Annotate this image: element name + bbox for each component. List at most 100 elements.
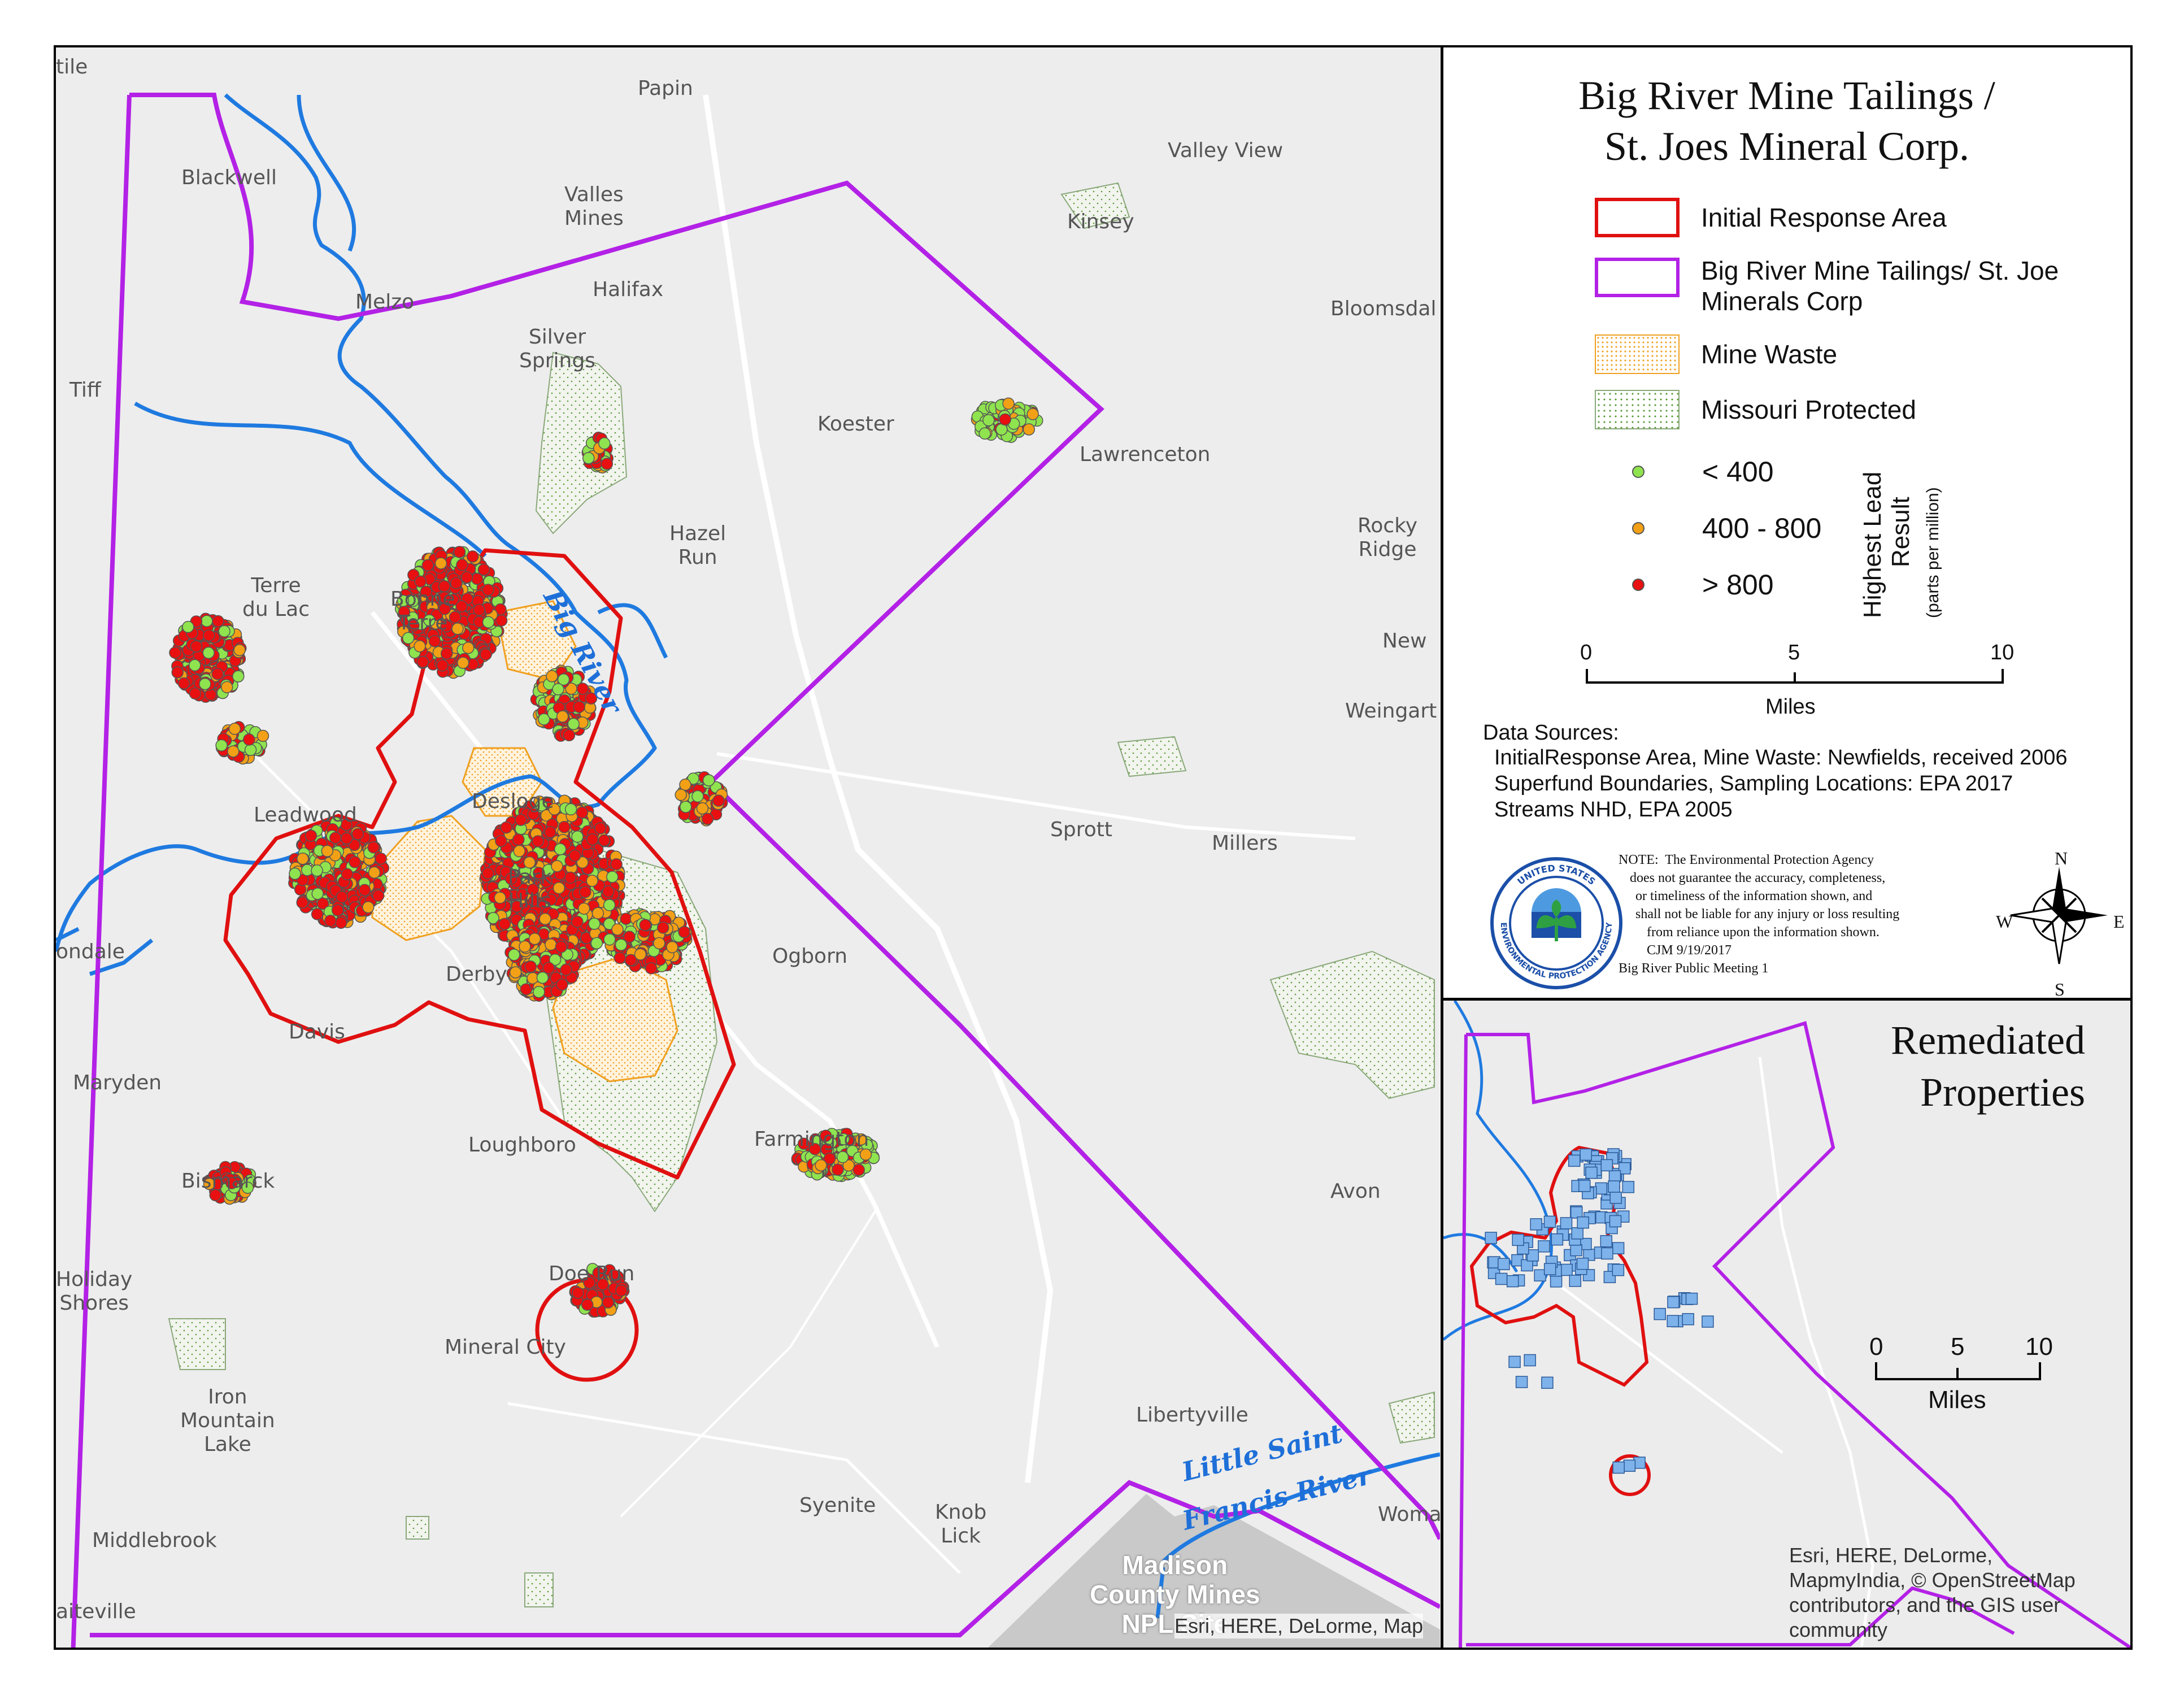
sampling-point [554,843,567,855]
sampling-point [244,744,257,757]
sampling-point [407,619,420,632]
inset-map[interactable]: Remediated Properties 0 5 10 Miles Esri,… [1443,1001,2130,1648]
scale-tick-10: 10 [1990,641,2015,664]
sampling-point [256,729,269,742]
sampling-point [171,666,184,679]
sampling-point [982,414,995,427]
remediated-property [1485,1232,1497,1244]
sampling-point [653,937,665,950]
remediated-property [1560,1217,1573,1229]
place-label: Maryden [73,1071,162,1094]
sampling-point [199,677,211,690]
sampling-point [477,563,490,576]
remediated-property [1571,1227,1583,1240]
place-label: New [1382,629,1427,653]
remediated-property [1654,1307,1666,1320]
sampling-point [623,931,636,943]
remediated-property [1541,1376,1554,1389]
epa-seal-icon: UNITED STATES ENVIRONMENTAL PROTECTION A… [1490,857,1622,989]
sampling-point [372,889,385,902]
inset-scale-unit: Miles [1928,1386,1986,1414]
legend-400-800-dot [1632,522,1644,534]
place-label: Melzo [355,290,415,314]
sampling-point [203,629,215,642]
sampling-point [324,915,337,927]
legend-mine-waste-label: Mine Waste [1701,340,1838,369]
remediated-property [1551,1233,1564,1246]
remediated-property [1568,1154,1581,1167]
remediated-property [1508,1355,1521,1368]
sampling-point [336,890,349,903]
place-label: Sprott [1050,818,1112,841]
sampling-point [601,458,614,470]
remediated-property [1623,1459,1636,1472]
sampling-point [588,918,601,930]
sampling-point [438,591,451,604]
superfund-boundary [71,93,1440,1648]
remediated-property [1702,1315,1714,1328]
sampling-point [398,606,411,618]
lead-axis-title-1: Highest Lead [1859,471,1886,618]
sampling-point [528,932,541,945]
inset-scale-tick-0: 0 [1869,1333,1883,1361]
place-label: Libertyville [1136,1403,1248,1427]
sampling-point [341,868,354,881]
sampling-point [190,640,203,653]
sampling-point [482,616,495,628]
sampling-point [571,831,584,843]
inset-title-line1: Remediated [1891,1018,2085,1063]
sampling-point [460,571,473,584]
sampling-point [289,867,301,880]
sampling-point [615,1284,628,1297]
place-label: Leadwood [254,803,357,827]
sampling-point [450,577,463,589]
sampling-point [555,941,568,953]
sampling-point [978,427,991,440]
remediated-property [1524,1354,1536,1367]
sampling-point [228,723,241,735]
legend-mine-waste-swatch [1595,334,1680,374]
sampling-point [1026,408,1039,420]
place-label: Valley View [1168,139,1284,162]
remediated-property [1569,1275,1582,1287]
place-label: Ogborn [772,945,848,968]
sampling-point [680,801,692,813]
sampling-point [233,644,246,657]
sampling-point [423,614,436,627]
sampling-point [832,1163,844,1176]
place-label: Terre du Lac [242,574,310,621]
sampling-point [368,866,381,879]
place-label: Bismarck [181,1170,275,1193]
remediated-property [1608,1180,1620,1193]
place-label: Knob Lick [935,1501,987,1548]
map-title-line2: St. Joes Mineral Corp. [1604,124,1969,169]
sampling-point [473,603,485,616]
sampling-point [482,584,494,596]
main-map[interactable]: Papin Valley View Blackwell Valles Mines… [56,47,1440,1648]
remediated-property [1595,1182,1608,1195]
remediated-property [1612,1461,1625,1474]
sampling-point [581,1298,594,1311]
sampling-point [243,733,255,746]
place-label: Silver Springs [519,325,595,372]
remediated-property [1667,1315,1679,1327]
scale-tick-5: 5 [1788,641,1800,664]
sampling-point [602,885,615,898]
sampling-point [414,575,427,588]
sampling-point [536,971,549,984]
sampling-point [451,623,464,635]
sampling-point [375,852,387,865]
remediated-property [1506,1275,1519,1288]
sampling-point [603,933,616,946]
sampling-point [441,647,453,660]
legend-panel: Big River Mine Tailings / St. Joes Miner… [1443,47,2130,999]
lead-axis-units: (parts per million) [1924,487,1942,618]
place-label: Iron Mountain Lake [180,1385,275,1456]
sampling-point [334,916,347,929]
sampling-point [577,902,590,915]
sampling-point [169,646,181,659]
remediated-property [1667,1296,1680,1309]
sampling-point [304,829,317,842]
remediated-property [1515,1376,1528,1388]
sampling-point [544,826,556,838]
